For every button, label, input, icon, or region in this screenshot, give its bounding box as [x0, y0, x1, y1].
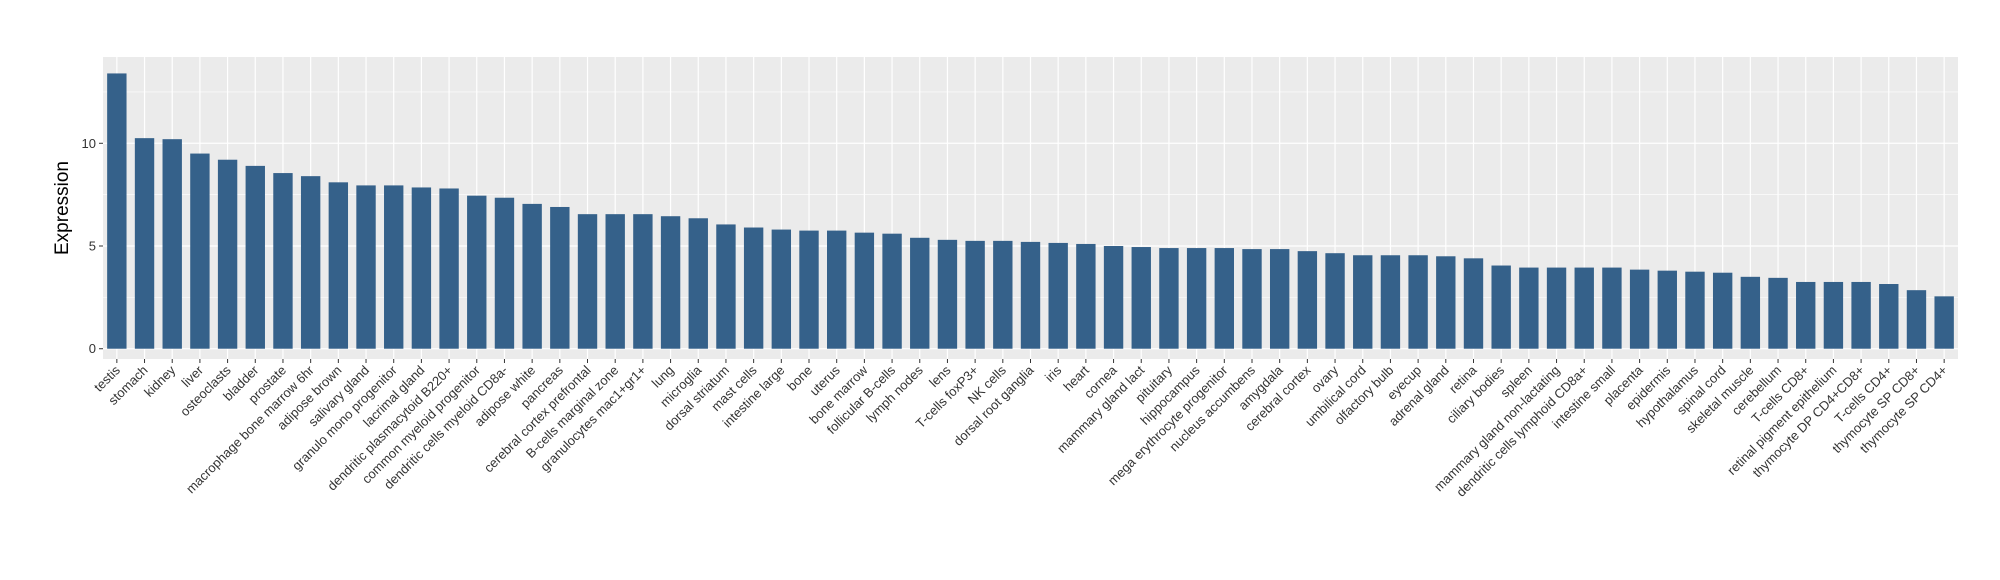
bar	[1768, 277, 1788, 349]
bar	[411, 187, 432, 349]
bar	[1186, 248, 1207, 349]
bar	[1934, 296, 1954, 349]
x-tick-label: kidney	[141, 362, 179, 400]
y-tick-label: 0	[89, 341, 96, 356]
bar	[1685, 271, 1705, 349]
bar	[356, 185, 376, 349]
bar	[1325, 253, 1345, 349]
bar	[273, 173, 293, 349]
bar	[1297, 251, 1318, 349]
bar	[1463, 258, 1484, 349]
bar	[1353, 255, 1373, 349]
bar	[1380, 255, 1401, 349]
bar	[605, 214, 625, 349]
bar	[771, 229, 792, 349]
bar	[1602, 267, 1622, 349]
bar	[134, 138, 155, 349]
bar	[1629, 269, 1650, 349]
bar	[827, 230, 847, 349]
bar	[1823, 281, 1844, 349]
bar	[965, 240, 985, 349]
bar	[743, 227, 764, 349]
y-axis: 0 5 10	[82, 136, 103, 356]
bar	[716, 224, 736, 349]
bar	[993, 240, 1013, 349]
bar	[1657, 270, 1677, 349]
bar	[1103, 246, 1124, 349]
bar	[1519, 267, 1539, 349]
y-tick-label: 5	[89, 239, 96, 254]
bar	[217, 159, 238, 349]
bar	[107, 73, 127, 349]
bar	[1159, 248, 1179, 349]
bar	[577, 214, 598, 349]
bar	[1879, 284, 1899, 349]
bar	[937, 239, 958, 349]
bar	[1491, 265, 1511, 349]
y-tick-label: 10	[82, 136, 96, 151]
bar	[439, 188, 459, 349]
bar	[1131, 247, 1151, 349]
bar	[660, 216, 681, 349]
bars	[107, 73, 1954, 349]
bar	[494, 197, 515, 349]
bar	[467, 195, 487, 349]
y-axis-title: Expression	[52, 161, 73, 255]
bar	[190, 153, 210, 349]
bar	[1242, 249, 1262, 349]
bar	[910, 237, 930, 349]
bar	[245, 165, 265, 349]
bar	[300, 176, 321, 349]
bar	[522, 203, 542, 349]
bar	[550, 206, 570, 349]
bar	[1906, 290, 1927, 349]
bar	[1269, 249, 1290, 349]
bar	[1574, 267, 1594, 349]
bar	[854, 232, 875, 349]
bar	[1048, 242, 1068, 349]
bar	[1851, 281, 1871, 349]
bar	[882, 233, 902, 349]
bar	[162, 139, 182, 349]
bar	[633, 214, 653, 349]
bar	[1796, 281, 1816, 349]
bar	[1436, 256, 1456, 349]
bar	[1214, 248, 1234, 349]
bar	[1740, 276, 1761, 349]
bar	[1076, 243, 1096, 349]
bar	[688, 218, 708, 349]
bar	[328, 182, 349, 349]
bar	[1546, 267, 1567, 349]
bar	[384, 185, 404, 349]
bar	[799, 230, 819, 349]
bar	[1020, 241, 1041, 349]
bar	[1408, 255, 1428, 349]
bar	[1712, 272, 1733, 349]
